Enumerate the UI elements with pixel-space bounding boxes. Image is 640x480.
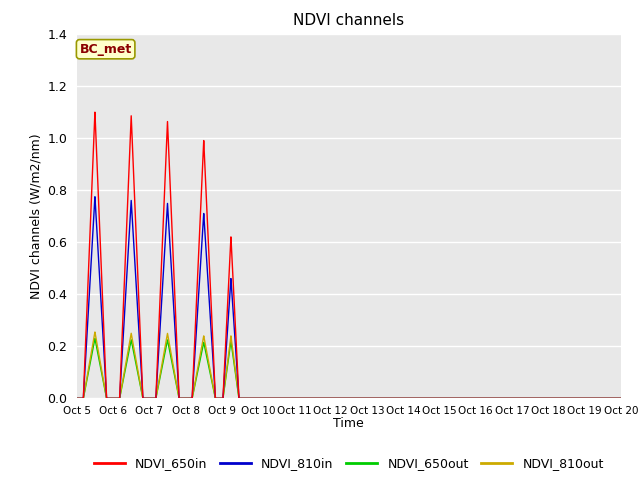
NDVI_650out [588, 396, 596, 401]
NDVI_810out [339, 396, 347, 401]
NDVI_810out [180, 396, 188, 401]
NDVI_810in [73, 396, 81, 401]
Text: BC_met: BC_met [79, 43, 132, 56]
Line: NDVI_650out: NDVI_650out [77, 338, 621, 398]
NDVI_810in [95, 271, 103, 276]
Title: NDVI channels: NDVI channels [293, 13, 404, 28]
NDVI_810in [91, 194, 99, 200]
Line: NDVI_650in: NDVI_650in [77, 112, 621, 398]
NDVI_650in [617, 396, 625, 401]
NDVI_650out [73, 396, 81, 401]
X-axis label: Time: Time [333, 418, 364, 431]
NDVI_810out [106, 396, 113, 401]
Legend: NDVI_650in, NDVI_810in, NDVI_650out, NDVI_810out: NDVI_650in, NDVI_810in, NDVI_650out, NDV… [89, 452, 609, 475]
NDVI_650in [339, 396, 347, 401]
NDVI_810in [588, 396, 596, 401]
NDVI_810in [180, 396, 188, 401]
NDVI_650in [180, 396, 188, 401]
NDVI_650out [617, 396, 625, 401]
NDVI_650in [91, 109, 99, 115]
NDVI_650in [73, 396, 81, 401]
NDVI_650in [76, 396, 83, 401]
NDVI_810out [73, 396, 81, 401]
NDVI_650out [106, 396, 113, 401]
Y-axis label: NDVI channels (W/m2/nm): NDVI channels (W/m2/nm) [30, 133, 43, 299]
NDVI_650out [339, 396, 347, 401]
Line: NDVI_810in: NDVI_810in [77, 197, 621, 398]
NDVI_650out [95, 359, 103, 364]
NDVI_810in [76, 396, 83, 401]
NDVI_810out [588, 396, 596, 401]
NDVI_650in [95, 219, 103, 225]
NDVI_810in [106, 396, 113, 401]
NDVI_810in [617, 396, 625, 401]
NDVI_650in [588, 396, 596, 401]
Line: NDVI_810out: NDVI_810out [77, 332, 621, 398]
NDVI_650out [91, 336, 99, 341]
NDVI_650in [106, 396, 113, 401]
NDVI_810out [617, 396, 625, 401]
NDVI_810out [76, 396, 83, 401]
NDVI_810in [339, 396, 347, 401]
NDVI_650out [180, 396, 188, 401]
NDVI_650out [76, 396, 83, 401]
NDVI_810out [91, 329, 99, 335]
NDVI_810out [95, 355, 103, 360]
